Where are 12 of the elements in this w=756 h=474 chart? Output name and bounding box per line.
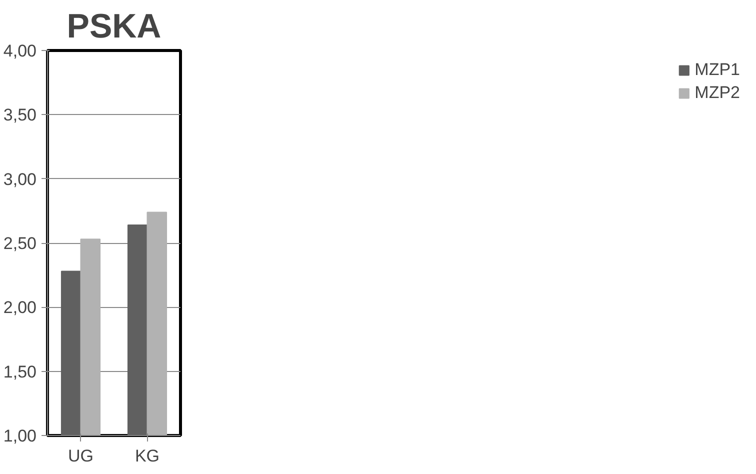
chart-title: PSKA (66, 8, 162, 46)
y-tick-label: 3,00 (3, 170, 37, 189)
legend-label: MZP2 (694, 83, 740, 103)
y-tick-label: 2,00 (3, 298, 37, 318)
y-tick-label: 1,00 (3, 426, 37, 446)
legend-label: MZP1 (694, 60, 740, 80)
y-tick-label: 2,50 (3, 234, 37, 253)
x-tick-label: UG (68, 446, 94, 466)
y-tick-label: 1,50 (3, 362, 37, 382)
x-tick-label: KG (134, 446, 160, 466)
y-tick-label: 3,50 (3, 106, 37, 125)
y-tick-label: 4,00 (3, 42, 37, 60)
